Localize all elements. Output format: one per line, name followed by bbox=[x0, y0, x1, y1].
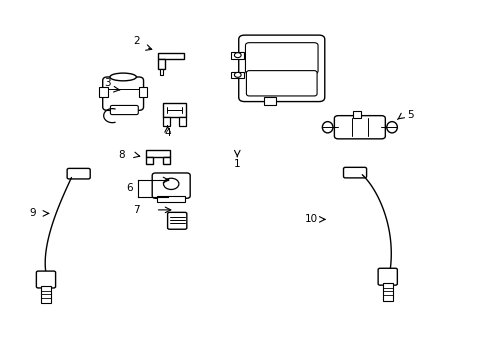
Circle shape bbox=[234, 53, 241, 58]
FancyBboxPatch shape bbox=[36, 271, 56, 288]
Text: 9: 9 bbox=[30, 208, 36, 219]
Bar bbox=[230, 72, 244, 78]
FancyBboxPatch shape bbox=[343, 167, 366, 178]
Text: 4: 4 bbox=[164, 127, 171, 138]
Text: 3: 3 bbox=[104, 78, 111, 88]
Text: 6: 6 bbox=[125, 183, 132, 193]
FancyBboxPatch shape bbox=[377, 268, 397, 285]
Bar bbox=[263, 97, 275, 105]
FancyBboxPatch shape bbox=[238, 35, 324, 102]
Bar bbox=[157, 196, 184, 202]
Bar bbox=[158, 53, 184, 59]
Bar bbox=[160, 69, 163, 75]
Text: 2: 2 bbox=[133, 36, 140, 46]
Bar bbox=[163, 117, 169, 126]
Ellipse shape bbox=[110, 73, 136, 81]
Bar bbox=[382, 283, 392, 301]
Text: 8: 8 bbox=[119, 150, 125, 161]
Bar bbox=[230, 52, 244, 59]
Text: 5: 5 bbox=[406, 110, 413, 120]
Bar bbox=[163, 103, 185, 117]
Bar bbox=[41, 286, 51, 303]
FancyBboxPatch shape bbox=[152, 173, 190, 198]
Text: 7: 7 bbox=[133, 205, 140, 215]
Bar bbox=[139, 87, 146, 97]
Ellipse shape bbox=[386, 122, 397, 133]
Bar bbox=[145, 150, 170, 157]
Ellipse shape bbox=[322, 122, 332, 133]
FancyBboxPatch shape bbox=[334, 116, 385, 139]
FancyBboxPatch shape bbox=[245, 43, 317, 74]
Bar bbox=[145, 157, 152, 164]
FancyBboxPatch shape bbox=[167, 212, 186, 229]
FancyBboxPatch shape bbox=[67, 168, 90, 179]
Circle shape bbox=[163, 178, 179, 189]
Bar bbox=[99, 87, 107, 97]
Text: 1: 1 bbox=[233, 159, 240, 169]
Bar bbox=[163, 157, 170, 164]
FancyBboxPatch shape bbox=[102, 77, 143, 111]
Bar bbox=[179, 117, 185, 126]
Bar bbox=[158, 59, 164, 69]
Bar bbox=[352, 111, 361, 118]
Circle shape bbox=[234, 72, 241, 77]
Text: 10: 10 bbox=[305, 215, 318, 224]
FancyBboxPatch shape bbox=[246, 71, 316, 96]
FancyBboxPatch shape bbox=[110, 105, 138, 114]
